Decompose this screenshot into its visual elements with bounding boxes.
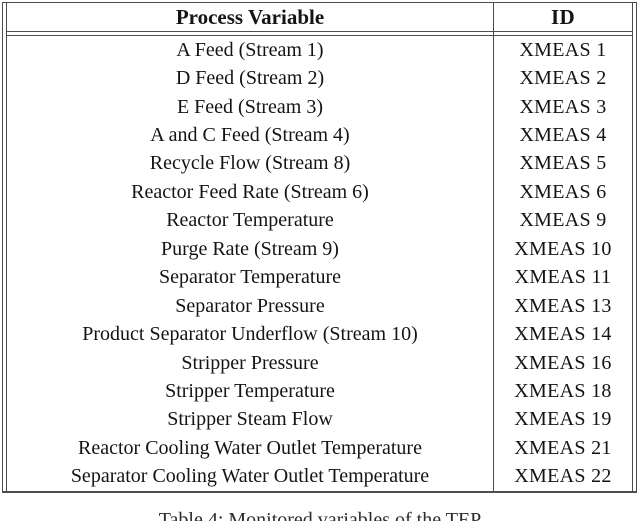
cell-id: XMEAS 1 xyxy=(519,38,607,61)
table-row: Purge Rate (Stream 9) XMEAS 10 xyxy=(7,235,632,264)
table-row: Separator Pressure XMEAS 13 xyxy=(7,291,632,321)
table-caption: Table 4: Monitored variables of the TEP xyxy=(158,509,482,521)
cell-process-variable: Purge Rate (Stream 9) xyxy=(7,235,494,264)
header-double-rule xyxy=(7,32,632,36)
cell-process-variable: A Feed (Stream 1) xyxy=(7,36,494,65)
cell-process-variable: A and C Feed (Stream 4) xyxy=(7,121,494,150)
cell-process-variable: Recycle Flow (Stream 8) xyxy=(7,149,494,179)
cell-id: XMEAS 21 xyxy=(514,436,612,459)
cell-process-variable: Stripper Pressure xyxy=(7,348,494,378)
table-row: A and C Feed (Stream 4) XMEAS 4 xyxy=(7,121,632,150)
table-header-row: Process Variable ID xyxy=(7,3,632,32)
cell-id: XMEAS 14 xyxy=(514,323,612,346)
table-rows: A Feed (Stream 1) XMEAS 1 D Feed (Stream… xyxy=(7,36,632,491)
cell-id: XMEAS 22 xyxy=(514,465,612,488)
cell-process-variable: D Feed (Stream 2) xyxy=(7,64,494,93)
cell-id: XMEAS 9 xyxy=(519,209,607,232)
column-header-process-variable: Process Variable xyxy=(7,3,494,31)
table-row: Reactor Cooling Water Outlet Temperature… xyxy=(7,434,632,463)
cell-process-variable: Stripper Steam Flow xyxy=(7,405,494,435)
cell-id: XMEAS 11 xyxy=(514,266,612,289)
table-row: Reactor Temperature XMEAS 9 xyxy=(7,206,632,236)
cell-id: XMEAS 2 xyxy=(519,67,607,90)
cell-id: XMEAS 6 xyxy=(519,180,607,203)
cell-id: XMEAS 19 xyxy=(514,408,612,431)
cell-id: XMEAS 18 xyxy=(514,379,612,402)
table-row: Stripper Pressure XMEAS 16 xyxy=(7,348,632,378)
cell-process-variable: E Feed (Stream 3) xyxy=(7,92,494,122)
table-row: E Feed (Stream 3) XMEAS 3 xyxy=(7,92,632,122)
process-variable-table: Process Variable ID A Feed (Stream 1) XM… xyxy=(2,2,637,493)
cell-process-variable: Reactor Feed Rate (Stream 6) xyxy=(7,178,494,207)
cell-id: XMEAS 10 xyxy=(514,237,612,260)
table-row: Separator Temperature XMEAS 11 xyxy=(7,263,632,292)
cell-id: XMEAS 16 xyxy=(514,351,612,374)
cell-process-variable: Product Separator Underflow (Stream 10) xyxy=(7,320,494,349)
cell-process-variable: Separator Pressure xyxy=(7,291,494,321)
cell-id: XMEAS 13 xyxy=(514,294,612,317)
cell-id: XMEAS 4 xyxy=(519,124,607,147)
table-row: Reactor Feed Rate (Stream 6) XMEAS 6 xyxy=(7,178,632,207)
table-row: Stripper Temperature XMEAS 18 xyxy=(7,377,632,406)
cell-process-variable: Separator Cooling Water Outlet Temperatu… xyxy=(7,462,494,491)
cell-id: XMEAS 3 xyxy=(519,95,607,118)
table-row: Stripper Steam Flow XMEAS 19 xyxy=(7,405,632,435)
table-row: D Feed (Stream 2) XMEAS 2 xyxy=(7,64,632,93)
table-row: A Feed (Stream 1) XMEAS 1 xyxy=(7,36,632,65)
cell-id: XMEAS 5 xyxy=(519,152,607,175)
cell-process-variable: Separator Temperature xyxy=(7,263,494,292)
cell-process-variable: Reactor Cooling Water Outlet Temperature xyxy=(7,434,494,463)
column-header-id: ID xyxy=(551,4,575,29)
table-row: Recycle Flow (Stream 8) XMEAS 5 xyxy=(7,149,632,179)
cell-process-variable: Stripper Temperature xyxy=(7,377,494,406)
table-body: Process Variable ID A Feed (Stream 1) XM… xyxy=(6,3,633,491)
table-row: Separator Cooling Water Outlet Temperatu… xyxy=(7,462,632,491)
cell-process-variable: Reactor Temperature xyxy=(7,206,494,236)
table-row: Product Separator Underflow (Stream 10) … xyxy=(7,320,632,349)
